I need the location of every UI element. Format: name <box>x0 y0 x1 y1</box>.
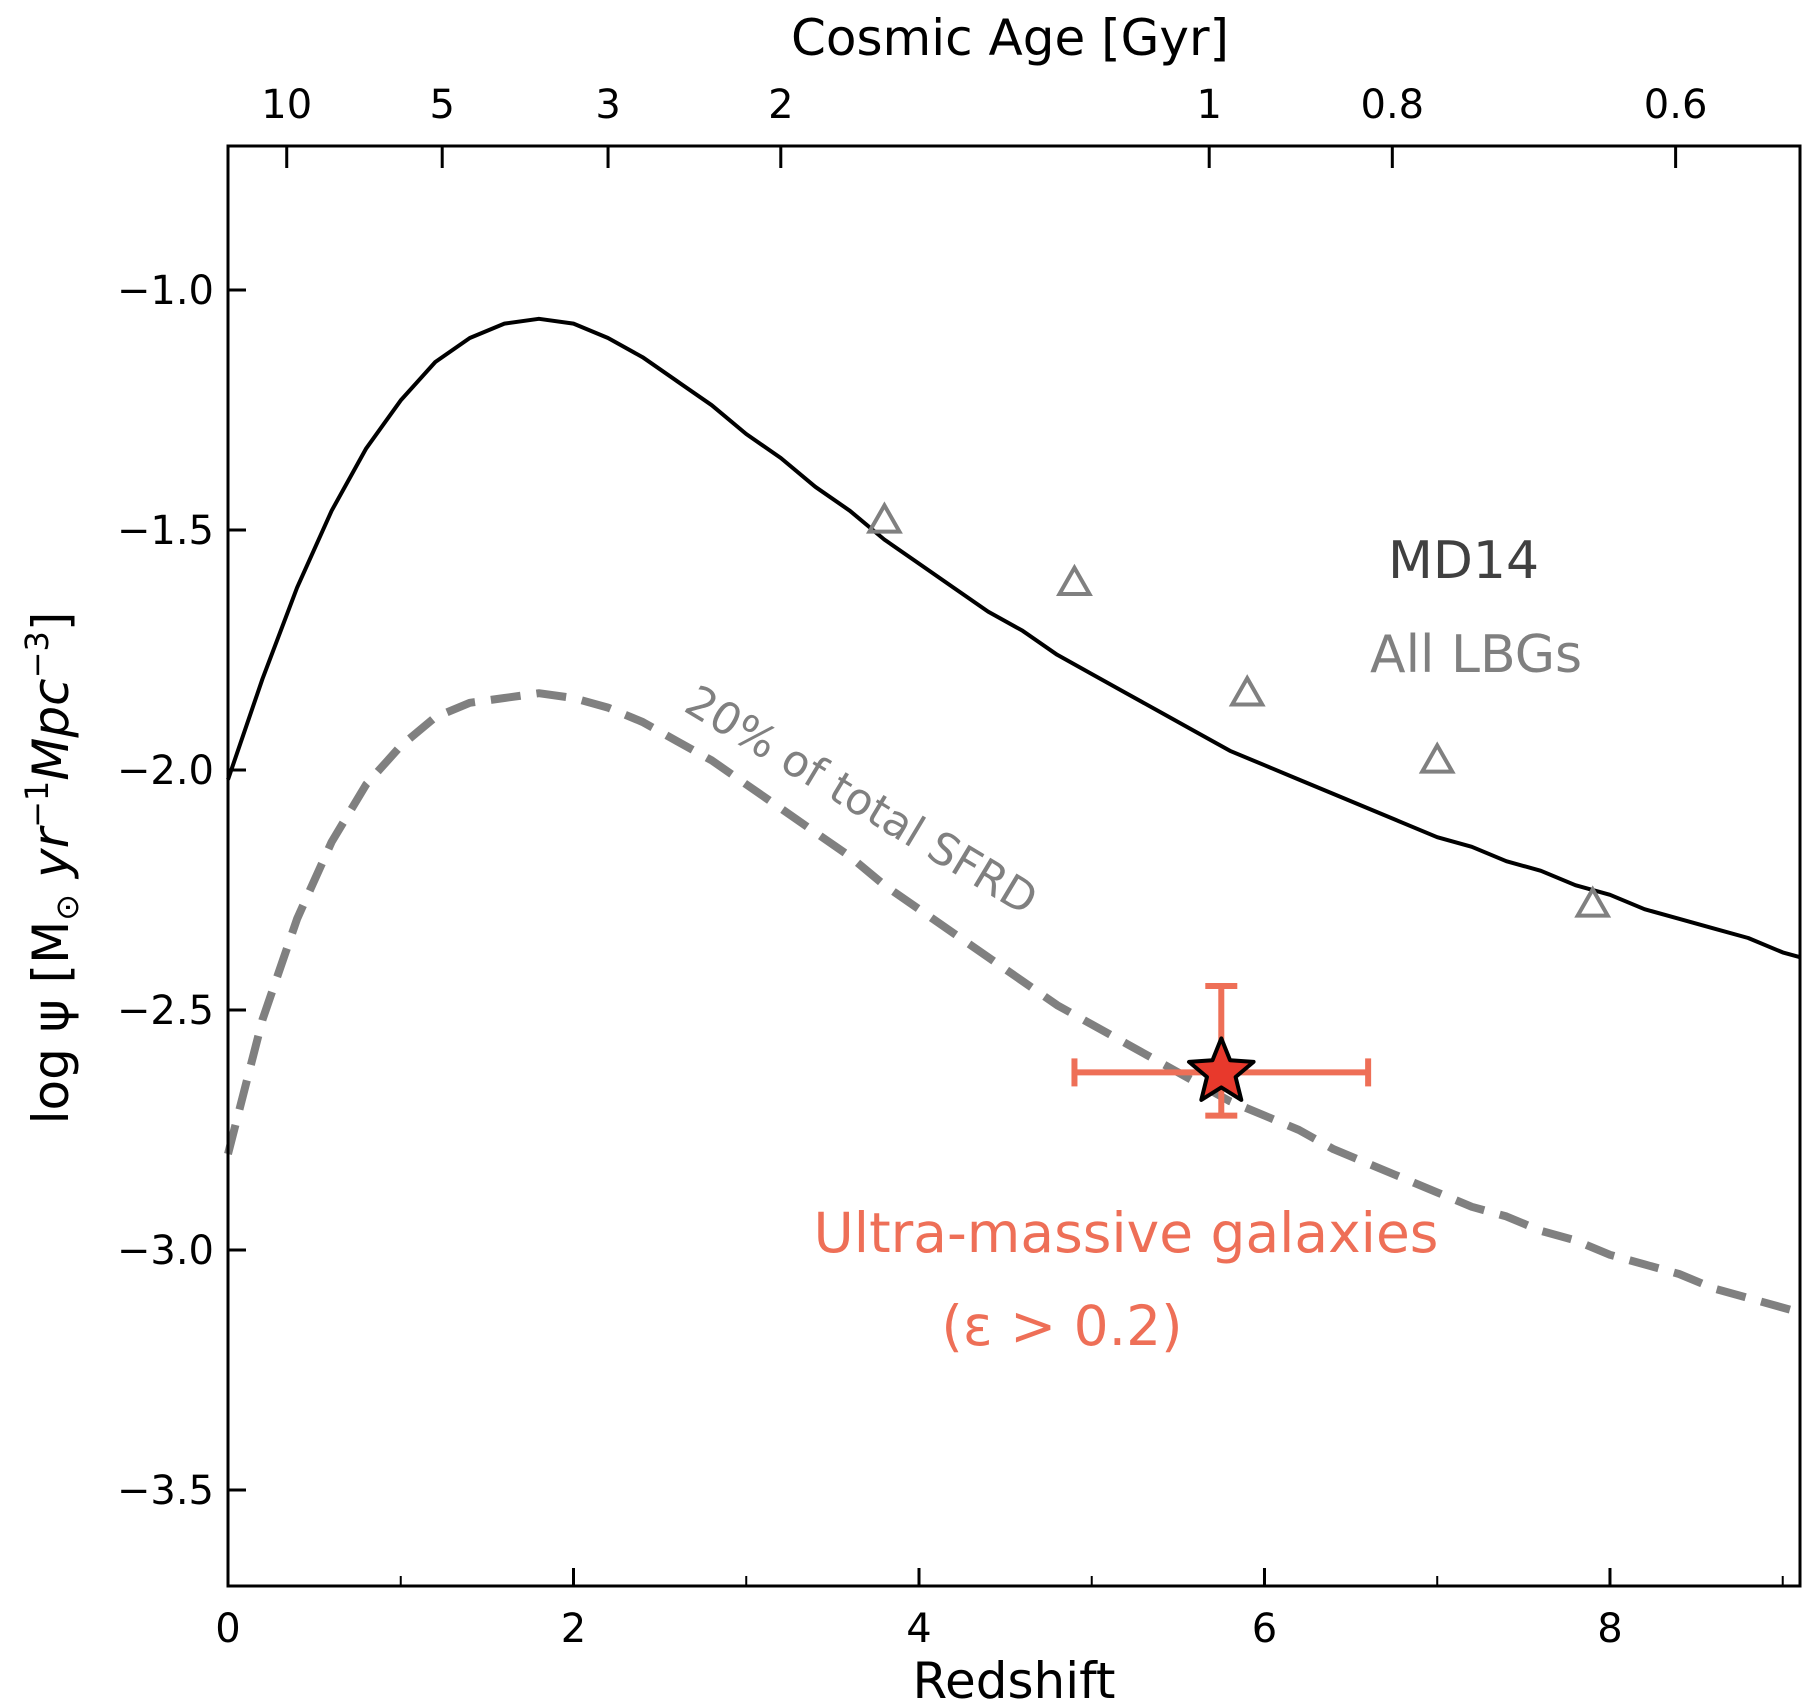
y-title-sup-b: −3 <box>18 631 56 678</box>
series-layer <box>224 316 1802 1317</box>
y-title-main: log ψ [M <box>22 921 80 1125</box>
y-title-sup-a: −1 <box>18 781 56 828</box>
y-tick-label: −3.5 <box>117 1468 214 1514</box>
x-tick-label: 2 <box>561 1606 586 1652</box>
top-tick-label: 0.8 <box>1361 82 1425 128</box>
top-tick-label: 1 <box>1196 82 1221 128</box>
lbg-point <box>1056 563 1093 597</box>
lbg-point <box>1574 885 1612 918</box>
top-tick-label: 2 <box>768 82 793 128</box>
x-tick-label: 0 <box>215 1606 240 1652</box>
tick-labels: 0 2 4 6 8 −1.0 −1.5 −2.0 −2.5 −3.0 −3.5 10 5 3 2 1 0.8 0.… <box>117 82 1708 1652</box>
x-tick-label: 4 <box>906 1606 931 1652</box>
star-marker <box>1187 1036 1256 1102</box>
top-tick-label: 10 <box>261 82 312 128</box>
lbg-points <box>865 501 1612 918</box>
lbg-point <box>1228 674 1266 707</box>
top-tick-label: 5 <box>429 82 454 128</box>
md14-curve <box>226 316 1801 960</box>
top-axis-title: Cosmic Age [Gyr] <box>791 9 1229 67</box>
lbg-point <box>1418 741 1456 774</box>
measurement <box>1071 983 1372 1119</box>
y-tick-label: −2.0 <box>117 748 214 794</box>
x-tick-label: 8 <box>1597 1606 1622 1652</box>
top-tick-label: 0.6 <box>1644 82 1708 128</box>
sfrd-20pct-label: 20% of total SFRD <box>676 676 1046 926</box>
lbg-point <box>865 501 903 534</box>
ultra-massive-label: Ultra-massive galaxies <box>814 1201 1439 1265</box>
y-tick-label: −1.0 <box>117 268 214 314</box>
y-tick-label: −3.0 <box>117 1228 214 1274</box>
plot-frame <box>226 144 1802 1588</box>
all-lbgs-label: All LBGs <box>1370 625 1582 685</box>
axis-ticks <box>226 146 1784 1586</box>
top-tick-label: 3 <box>595 82 620 128</box>
md14-label: MD14 <box>1388 531 1539 591</box>
y-tick-label: −2.5 <box>117 988 214 1034</box>
y-tick-label: −1.5 <box>117 508 214 554</box>
y-title-end: ] <box>22 612 80 632</box>
y-title-sub: ⊙ <box>48 894 86 921</box>
x-tick-label: 6 <box>1252 1606 1277 1652</box>
x-axis-title: Redshift <box>913 1652 1116 1708</box>
sfrd-20pct-curve <box>224 689 1802 1317</box>
y-title-tail-b: Mpc <box>22 678 80 780</box>
epsilon-label: (ε > 0.2) <box>941 1294 1182 1358</box>
y-axis-title: log ψ [M⊙ yr−1Mpc−3] <box>18 612 86 1125</box>
y-title-tail-a: yr <box>22 824 80 893</box>
